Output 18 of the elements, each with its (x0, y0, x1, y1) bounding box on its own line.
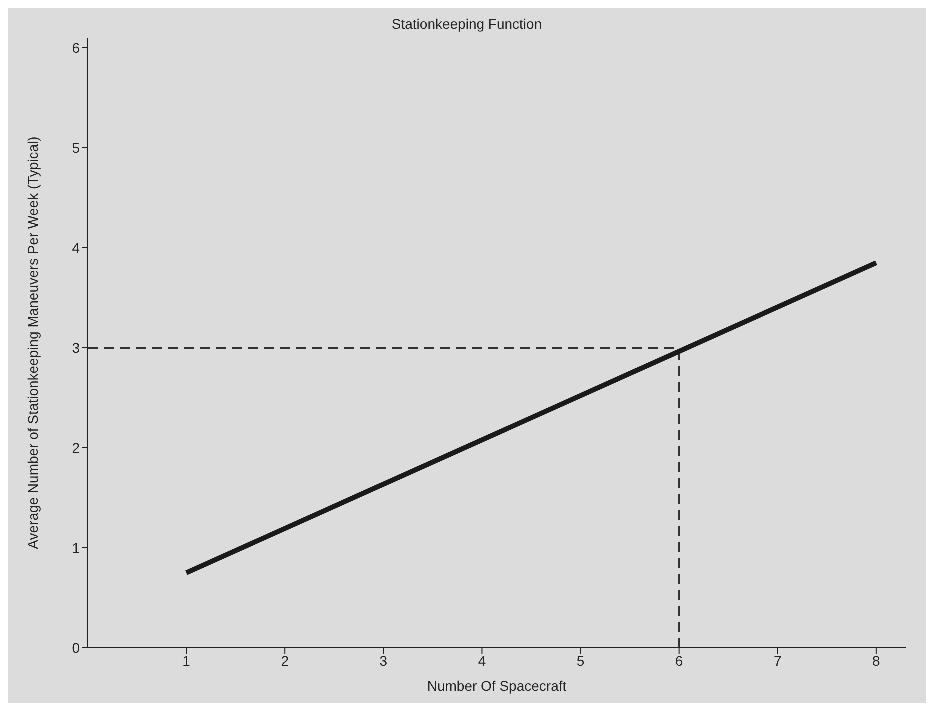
y-tick-label: 1 (72, 540, 80, 556)
chart-title: Stationkeeping Function (390, 16, 544, 32)
y-tick-label: 2 (72, 440, 80, 456)
x-tick-label: 2 (281, 652, 290, 669)
x-tick-label: 8 (872, 652, 881, 669)
x-tick-label: 1 (182, 652, 191, 669)
y-tick-label: 4 (72, 240, 80, 256)
y-tick-label: 5 (72, 140, 80, 156)
y-axis-title: Average Number of Stationkeeping Maneuvers Per Week (Typical) (24, 136, 41, 550)
x-tick-label: 5 (576, 652, 585, 669)
x-axis-title: Number Of Spacecraft (427, 678, 567, 694)
y-tick-label: 6 (72, 40, 80, 56)
x-tick-label: 3 (380, 652, 388, 669)
x-tick-label: 7 (774, 652, 782, 669)
y-tick-label: 0 (72, 640, 80, 656)
y-tick-label: 3 (72, 340, 80, 356)
x-tick-label: 6 (675, 652, 684, 669)
x-tick-label: 4 (478, 652, 486, 669)
